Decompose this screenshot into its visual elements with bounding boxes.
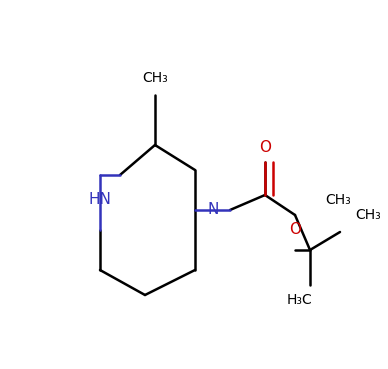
Text: O: O <box>259 141 271 155</box>
Text: CH₃: CH₃ <box>355 208 381 222</box>
Text: N: N <box>207 203 219 217</box>
Text: CH₃: CH₃ <box>325 193 351 207</box>
Text: H₃C: H₃C <box>287 293 313 307</box>
Text: CH₃: CH₃ <box>142 71 168 85</box>
Text: O: O <box>289 223 301 238</box>
Text: HN: HN <box>88 193 111 207</box>
